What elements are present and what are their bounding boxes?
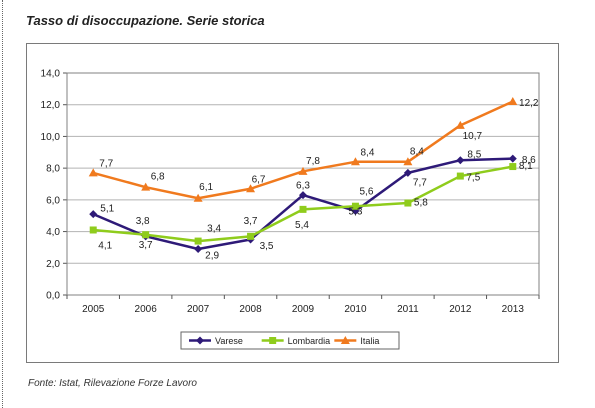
data-point-italia [88, 168, 98, 177]
data-point-italia [350, 157, 360, 166]
data-label-lombardia: 3,4 [207, 224, 221, 235]
x-tick-label: 2005 [82, 304, 105, 315]
x-tick-label: 2008 [239, 304, 262, 315]
data-label-lombardia: 8,1 [519, 161, 533, 172]
data-label-varese: 5,3 [348, 206, 362, 217]
data-label-lombardia: 3,8 [136, 216, 150, 227]
y-tick-label: 10,0 [41, 132, 61, 143]
legend-marker-varese [196, 336, 204, 345]
data-point-italia [298, 166, 308, 175]
data-label-varese: 8,5 [467, 150, 481, 161]
data-label-italia: 6,8 [151, 172, 165, 183]
x-tick-label: 2006 [135, 304, 158, 315]
data-label-varese: 6,3 [296, 181, 310, 192]
legend-label-lombardia: Lombardia [288, 336, 331, 346]
data-label-varese: 5,1 [100, 204, 114, 215]
data-label-varese: 3,7 [139, 240, 153, 251]
data-label-italia: 6,7 [252, 174, 266, 185]
x-tick-label: 2011 [397, 304, 419, 315]
data-label-varese: 7,7 [413, 177, 427, 188]
data-point-lombardia [456, 172, 464, 180]
left-dotted-rule [2, 0, 3, 408]
legend-marker-lombardia [269, 337, 277, 344]
legend-label-italia: Italia [360, 336, 379, 346]
data-point-lombardia [89, 226, 97, 234]
plot-area-border [66, 72, 540, 296]
data-point-varese [89, 210, 98, 219]
data-label-italia: 10,7 [463, 131, 483, 142]
data-label-varese: 3,5 [260, 241, 274, 252]
x-tick-label: 2013 [502, 304, 525, 315]
data-label-italia: 7,8 [306, 156, 320, 167]
y-tick-label: 6,0 [46, 195, 60, 206]
x-tick-label: 2009 [292, 304, 315, 315]
x-tick-label: 2010 [344, 304, 367, 315]
data-point-lombardia [194, 237, 202, 245]
data-point-italia [141, 182, 151, 191]
y-tick-label: 0,0 [46, 291, 60, 302]
data-point-varese [508, 154, 517, 163]
data-point-lombardia [299, 205, 307, 213]
data-point-italia [193, 193, 203, 202]
data-point-varese [194, 245, 203, 254]
data-label-lombardia: 5,6 [359, 187, 373, 198]
data-point-italia [246, 184, 256, 193]
data-point-lombardia [509, 163, 517, 171]
data-label-italia: 12,2 [519, 98, 539, 109]
legend-label-varese: Varese [215, 336, 243, 346]
data-point-lombardia [142, 231, 150, 239]
chart-frame: 0,0 2,0 4,0 6,0 8,0 10,0 12,0 14,0 2005 2006 2007 2… [26, 43, 559, 363]
y-tick-label: 4,0 [46, 227, 60, 238]
data-point-lombardia [351, 202, 359, 210]
data-label-italia: 7,7 [99, 158, 113, 169]
data-label-italia: 8,4 [360, 147, 374, 158]
source-note: Fonte: Istat, Rilevazione Forze Lavoro [28, 378, 197, 389]
data-label-lombardia: 5,4 [295, 220, 309, 231]
data-point-varese [299, 191, 307, 200]
x-tick-label: 2012 [449, 304, 472, 315]
x-tick-label: 2007 [187, 304, 210, 315]
unemployment-line-chart: 0,0 2,0 4,0 6,0 8,0 10,0 12,0 14,0 2005 2006 2007 2… [41, 69, 540, 350]
legend-box [180, 331, 400, 350]
data-label-varese: 8,6 [522, 155, 536, 166]
data-label-lombardia: 3,7 [244, 216, 258, 227]
data-label-varese: 2,9 [205, 251, 219, 262]
y-tick-label: 12,0 [41, 100, 61, 111]
data-label-italia: 6,1 [199, 182, 213, 193]
data-point-lombardia [247, 232, 255, 240]
y-tick-label: 2,0 [46, 259, 60, 270]
data-point-varese [403, 168, 412, 177]
page-title: Tasso di disoccupazione. Serie storica [26, 13, 265, 28]
data-point-italia [403, 157, 413, 166]
data-point-italia [455, 120, 465, 129]
data-label-lombardia: 5,8 [414, 198, 428, 209]
legend-marker-italia [340, 336, 350, 344]
data-label-italia: 8,4 [410, 146, 424, 157]
data-label-lombardia: 4,1 [98, 240, 112, 251]
data-point-lombardia [404, 199, 412, 207]
data-point-italia [508, 97, 518, 106]
y-tick-label: 14,0 [41, 69, 61, 80]
y-tick-label: 8,0 [46, 164, 60, 175]
data-label-lombardia: 7,5 [466, 173, 480, 184]
data-point-varese [456, 156, 465, 165]
